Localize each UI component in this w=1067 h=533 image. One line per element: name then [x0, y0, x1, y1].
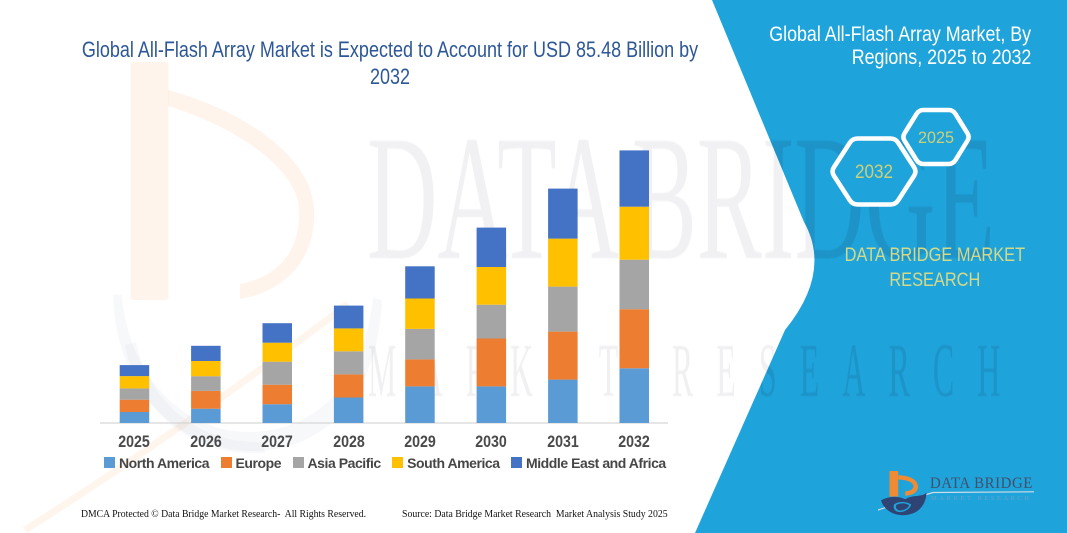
svg-text:2025: 2025	[918, 128, 954, 147]
svg-text:2032: 2032	[855, 162, 893, 183]
